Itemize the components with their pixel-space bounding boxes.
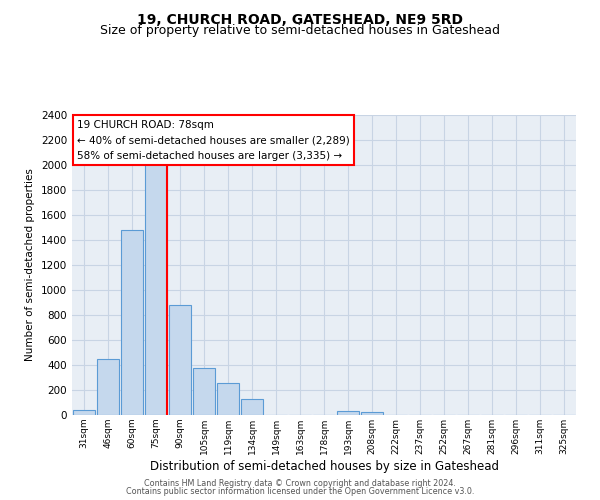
Bar (169, 305, 191, 415)
Text: 19 CHURCH ROAD: 78sqm
← 40% of semi-detached houses are smaller (2,289)
58% of s: 19 CHURCH ROAD: 78sqm ← 40% of semi-deta… (77, 120, 350, 160)
Bar (337, 410, 359, 415)
Bar (145, 164, 167, 415)
Bar (121, 230, 143, 415)
Bar (193, 368, 215, 415)
Bar (361, 412, 383, 415)
Bar (73, 410, 95, 415)
Text: Size of property relative to semi-detached houses in Gateshead: Size of property relative to semi-detach… (100, 24, 500, 37)
Text: 19, CHURCH ROAD, GATESHEAD, NE9 5RD: 19, CHURCH ROAD, GATESHEAD, NE9 5RD (137, 12, 463, 26)
Text: Contains public sector information licensed under the Open Government Licence v3: Contains public sector information licen… (126, 487, 474, 496)
Bar (241, 400, 263, 415)
Bar (97, 359, 119, 415)
Text: Contains HM Land Registry data © Crown copyright and database right 2024.: Contains HM Land Registry data © Crown c… (144, 478, 456, 488)
X-axis label: Distribution of semi-detached houses by size in Gateshead: Distribution of semi-detached houses by … (149, 460, 499, 472)
Y-axis label: Number of semi-detached properties: Number of semi-detached properties (25, 168, 35, 362)
Bar (217, 383, 239, 415)
